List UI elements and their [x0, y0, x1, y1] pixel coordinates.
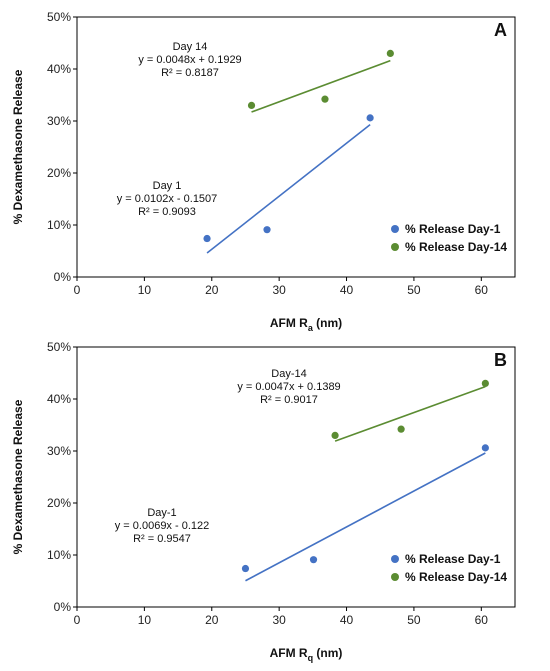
data-point-series-2-2 — [397, 425, 405, 433]
x-axis-title-main: AFM R — [270, 316, 308, 330]
y-tick-label: 40% — [47, 392, 71, 406]
legend-label-series-2: % Release Day-14 — [405, 240, 507, 254]
equation-label-series-2: y = 0.0047x + 0.1389 — [237, 381, 340, 393]
data-point-series-2-3 — [481, 379, 489, 387]
equation-label-series-1: Day-1 — [147, 507, 176, 519]
y-tick-label: 30% — [47, 114, 71, 128]
x-axis-title: AFM Rq (nm) — [270, 646, 343, 663]
equation-label-series-2: Day-14 — [271, 368, 306, 380]
legend-marker-series-2 — [391, 573, 399, 581]
equation-label-series-1: R² = 0.9547 — [133, 533, 191, 545]
x-tick-label: 50 — [407, 613, 421, 627]
equation-label-series-1: Day 1 — [153, 180, 182, 192]
legend-label-series-1: % Release Day-1 — [405, 552, 501, 566]
y-tick-label: 0% — [54, 600, 72, 614]
trendline-series-1 — [245, 452, 486, 582]
x-tick-label: 0 — [74, 283, 81, 297]
y-axis-title: % Dexamethasone Release — [11, 69, 25, 224]
legend-label-series-1: % Release Day-1 — [405, 222, 501, 236]
data-point-series-1-2 — [309, 556, 318, 564]
x-tick-label: 0 — [74, 613, 81, 627]
x-tick-label: 60 — [475, 613, 489, 627]
y-tick-label: 20% — [47, 496, 71, 510]
data-point-series-1-3 — [481, 444, 489, 452]
equation-label-series-2: Day 14 — [173, 41, 208, 53]
equation-label-series-2: y = 0.0048x + 0.1929 — [138, 54, 241, 66]
equation-label-series-2: R² = 0.8187 — [161, 67, 219, 79]
data-point-series-1-1 — [241, 564, 250, 573]
x-tick-label: 30 — [272, 283, 286, 297]
x-tick-label: 10 — [138, 613, 152, 627]
x-tick-label: 10 — [138, 283, 152, 297]
y-tick-label: 30% — [47, 444, 71, 458]
chart-panel-a: 0% 10% 20% 30% 40% 50% 0 10 20 30 40 50 60 AFM Ra (nm… — [11, 10, 516, 333]
x-tick-label: 30 — [272, 613, 286, 627]
legend-marker-series-1 — [391, 555, 399, 563]
y-axis-title: % Dexamethasone Release — [11, 399, 25, 554]
equation-label-series-1: y = 0.0102x - 0.1507 — [117, 193, 218, 205]
trendline-series-2 — [251, 59, 391, 113]
x-axis-title: AFM Ra (nm) — [270, 316, 342, 333]
x-tick-label: 20 — [205, 283, 219, 297]
plot-frame — [76, 16, 516, 278]
data-point-series-2-2 — [321, 95, 329, 103]
panel-letter: B — [494, 350, 507, 370]
x-tick-label: 20 — [205, 613, 219, 627]
x-axis-title-main: AFM R — [270, 646, 308, 660]
legend-marker-series-1 — [391, 225, 399, 233]
x-tick-label: 50 — [407, 283, 421, 297]
y-tick-label: 50% — [47, 10, 71, 24]
panel-letter: A — [494, 20, 507, 40]
equation-label-series-2: R² = 0.9017 — [260, 394, 318, 406]
y-tick-label: 20% — [47, 166, 71, 180]
data-point-series-2-1 — [331, 431, 339, 439]
y-tick-label: 50% — [47, 340, 71, 354]
trendline-series-2 — [334, 385, 486, 442]
data-point-series-1-2 — [263, 226, 271, 234]
plot-frame — [76, 346, 516, 608]
equation-label-series-1: R² = 0.9093 — [138, 206, 196, 218]
x-axis-title-unit: (nm) — [313, 316, 342, 330]
y-tick-label: 10% — [47, 218, 71, 232]
data-point-series-2-1 — [247, 101, 256, 109]
equation-label-series-1: y = 0.0069x - 0.122 — [115, 520, 209, 532]
x-axis-title-unit: (nm) — [313, 646, 342, 660]
data-point-series-2-3 — [386, 49, 394, 58]
y-tick-label: 0% — [54, 270, 72, 284]
data-point-series-1-3 — [366, 114, 374, 122]
legend-marker-series-2 — [391, 243, 399, 251]
data-point-series-1-1 — [203, 234, 211, 243]
legend-label-series-2: % Release Day-14 — [405, 570, 507, 584]
x-tick-label: 40 — [340, 283, 354, 297]
y-tick-label: 10% — [47, 548, 71, 562]
x-axis-title-subscript: q — [308, 653, 314, 663]
chart-panel-b: 0% 10% 20% 30% 40% 50% 0 10 20 30 40 50 60 AFM Rq (nm… — [11, 340, 516, 663]
x-tick-label: 60 — [475, 283, 489, 297]
trendline-series-1 — [206, 124, 371, 254]
x-axis-title-subscript: a — [308, 323, 314, 333]
x-tick-label: 40 — [340, 613, 354, 627]
y-tick-label: 40% — [47, 62, 71, 76]
